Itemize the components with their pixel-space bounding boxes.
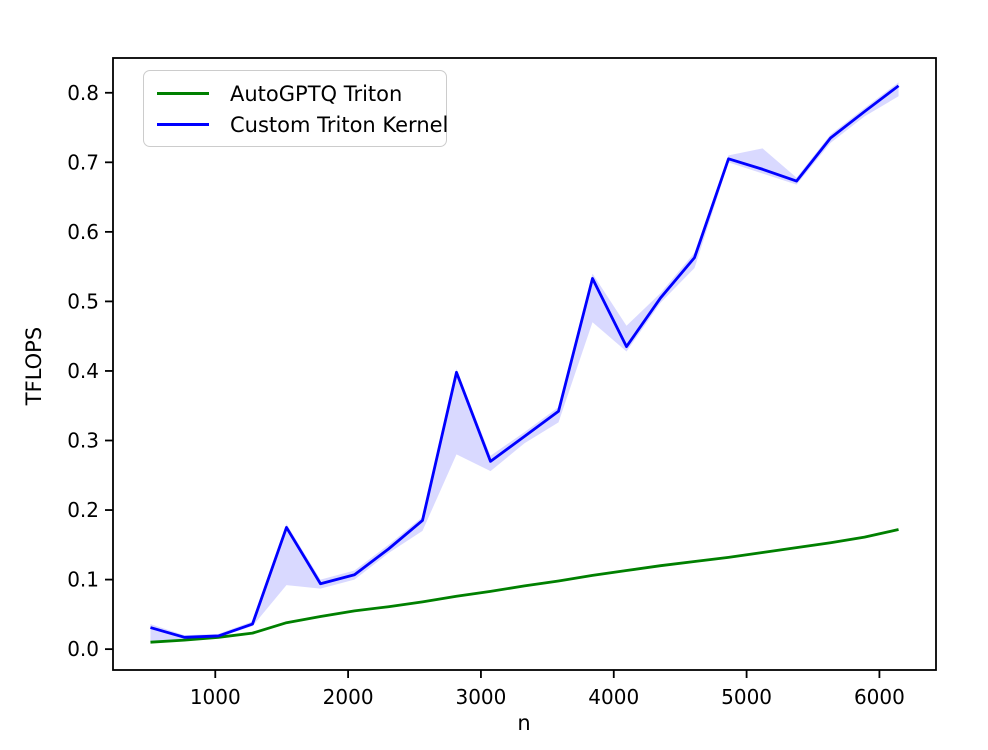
- legend-item: AutoGPTQ Triton: [157, 78, 446, 109]
- legend-item: Custom Triton Kernel: [157, 109, 449, 140]
- y-tick-label: 0.0: [67, 637, 99, 661]
- axes-frame: [112, 57, 937, 671]
- series-line-0: [150, 528, 899, 644]
- legend: AutoGPTQ Triton Custom Triton Kernel: [143, 70, 449, 147]
- x-tick-label: 3000: [455, 685, 506, 709]
- y-tick-label: 0.4: [67, 359, 99, 383]
- legend-label: Custom Triton Kernel: [230, 112, 449, 137]
- y-tick-label: 0.3: [67, 429, 99, 453]
- x-tick-label: 6000: [854, 685, 905, 709]
- legend-line-sample-green: [157, 92, 209, 95]
- y-tick-label: 0.6: [67, 220, 99, 244]
- y-tick-label: 0.1: [67, 568, 99, 592]
- y-tick-label: 0.8: [67, 81, 99, 105]
- y-tick-label: 0.7: [67, 150, 99, 174]
- y-tick-label: 0.2: [67, 498, 99, 522]
- x-tick-label: 2000: [323, 685, 374, 709]
- x-tick-label: 4000: [588, 685, 639, 709]
- y-tick-label: 0.5: [67, 289, 99, 313]
- x-axis-label: n: [517, 711, 531, 735]
- series-line-1: [150, 84, 900, 639]
- x-tick-label: 5000: [721, 685, 772, 709]
- legend-line-sample-blue: [157, 123, 209, 126]
- y-axis-label: TFLOPS: [22, 326, 46, 406]
- confidence-band: [150, 82, 899, 643]
- legend-label: AutoGPTQ Triton: [230, 81, 403, 106]
- x-tick-label: 1000: [190, 685, 241, 709]
